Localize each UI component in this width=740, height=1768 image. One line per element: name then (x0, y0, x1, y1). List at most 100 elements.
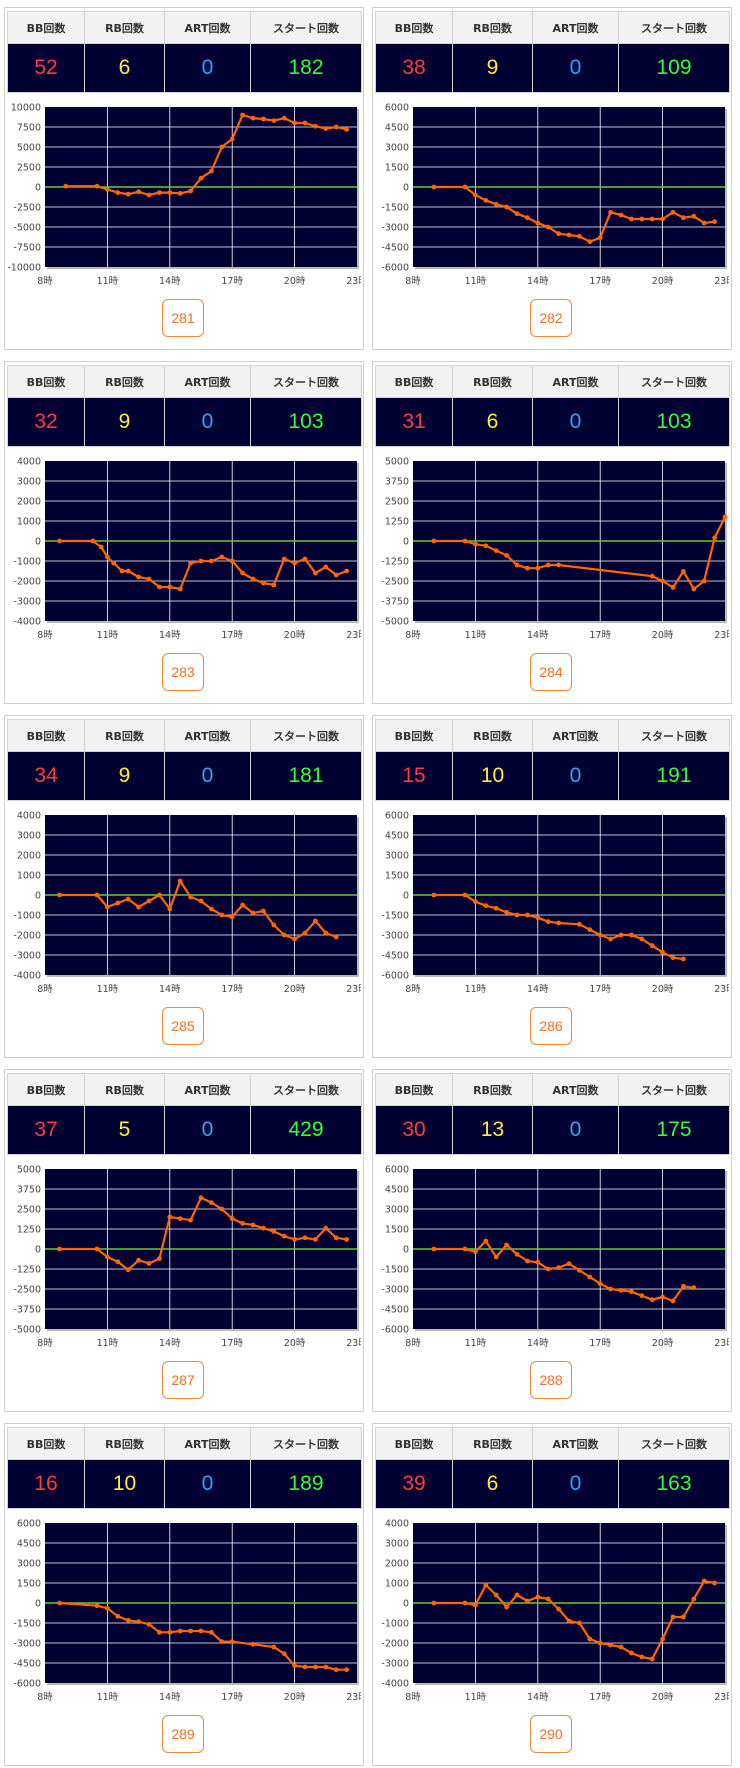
data-point (493, 905, 499, 911)
y-tick-label: -4500 (381, 1305, 409, 1316)
machine-card: BB回数 RB回数 ART回数 スタート回数 34 9 0 181 285 4000 3000 200… (4, 715, 364, 1058)
y-tick-label: 3750 (385, 477, 409, 488)
bb-count: 34 (7, 751, 85, 801)
data-point (556, 231, 561, 237)
data-point (649, 216, 655, 222)
data-point (292, 1663, 297, 1669)
data-point (229, 1639, 235, 1645)
data-point (198, 898, 204, 904)
y-tick-label: -5000 (13, 223, 41, 234)
data-point (431, 538, 437, 544)
data-point (504, 204, 509, 210)
data-point (525, 215, 530, 221)
data-point (333, 1235, 339, 1241)
data-point (639, 1654, 645, 1660)
machine-card: BB回数 RB回数 ART回数 スタート回数 30 13 0 175 288 6000 4500 30… (372, 1069, 732, 1412)
data-point (431, 1600, 437, 1606)
data-point (167, 1629, 173, 1635)
data-point (157, 190, 162, 195)
machine-number-button[interactable]: 282 (530, 299, 572, 337)
art-header: ART回数 (164, 1073, 251, 1106)
machine-number-button[interactable]: 287 (162, 1361, 204, 1399)
machine-number-button[interactable]: 289 (162, 1715, 204, 1753)
x-tick-label: 11時 (465, 630, 487, 641)
data-point (271, 582, 277, 588)
rb-count: 13 (452, 1105, 533, 1155)
y-tick-label: -2000 (13, 931, 41, 942)
data-point (209, 1200, 214, 1205)
data-point (105, 1605, 110, 1611)
x-tick-label: 17時 (221, 984, 243, 995)
data-point (333, 572, 339, 578)
art-count: 0 (532, 751, 619, 801)
art-header: ART回数 (164, 365, 251, 398)
data-point (63, 183, 69, 189)
x-tick-label: 23時 (714, 984, 729, 995)
data-point (146, 1261, 152, 1266)
start-count: 109 (618, 43, 730, 93)
data-point (701, 578, 707, 584)
machine-number-button[interactable]: 290 (530, 1715, 572, 1753)
machine-number-button[interactable]: 284 (530, 653, 572, 691)
rb-header: RB回数 (84, 365, 165, 398)
data-point (545, 1596, 551, 1602)
x-tick-label: 17時 (589, 1692, 611, 1703)
machine-number-button[interactable]: 288 (530, 1361, 572, 1399)
data-point (344, 568, 349, 574)
x-tick-label: 14時 (159, 984, 181, 995)
y-tick-label: -4000 (13, 971, 41, 982)
stats-table: BB回数 RB回数 ART回数 スタート回数 37 5 0 429 (7, 1073, 362, 1155)
data-point (125, 896, 131, 902)
y-tick-label: -2500 (13, 203, 41, 214)
y-tick-label: 5000 (17, 1165, 41, 1176)
x-tick-label: 17時 (589, 1338, 611, 1349)
x-tick-label: 11時 (465, 276, 487, 287)
bb-count: 52 (7, 43, 85, 93)
x-tick-label: 17時 (221, 1692, 243, 1703)
y-tick-label: 3000 (385, 1205, 409, 1216)
data-point (111, 560, 117, 566)
data-point (229, 1216, 235, 1221)
y-tick-label: 2500 (17, 163, 41, 174)
data-point (681, 1614, 686, 1620)
data-point (493, 548, 499, 553)
data-point (597, 235, 603, 241)
y-tick-label: 3000 (385, 1539, 409, 1550)
data-point (177, 1216, 183, 1221)
series-line (433, 893, 684, 961)
data-point (587, 1636, 593, 1642)
y-tick-label: 0 (35, 537, 41, 548)
y-tick-label: -4000 (381, 1679, 409, 1690)
data-point (240, 902, 246, 908)
art-header: ART回数 (532, 11, 619, 44)
series-line (59, 539, 347, 591)
machine-number-button[interactable]: 283 (162, 653, 204, 691)
bb-header: BB回数 (375, 719, 453, 752)
x-tick-label: 23時 (714, 630, 729, 641)
line-chart: 5000 3750 2500 1250 0 -1250 -2500 -3750 -5000 8時 1… (13, 1165, 361, 1350)
y-tick-label: 3000 (17, 1559, 41, 1570)
machine-number-button[interactable]: 285 (162, 1007, 204, 1045)
data-point (281, 1651, 287, 1657)
data-point (167, 584, 173, 590)
data-point (712, 1580, 717, 1586)
line-chart: 5000 3750 2500 1250 0 -1250 -2500 -3750 -5000 8時 1… (381, 457, 729, 642)
data-point (344, 1237, 349, 1242)
data-point (209, 168, 214, 174)
machine-number-button[interactable]: 281 (162, 299, 204, 337)
data-point (271, 118, 277, 123)
machine-card: BB回数 RB回数 ART回数 スタート回数 16 10 0 189 289 6000 4500 30… (4, 1423, 364, 1766)
data-point (281, 1233, 287, 1239)
start-header: スタート回数 (250, 11, 362, 44)
data-point (219, 1639, 225, 1645)
art-count: 0 (164, 1459, 251, 1509)
bb-header: BB回数 (7, 1427, 85, 1460)
start-header: スタート回数 (618, 365, 730, 398)
data-point (649, 943, 655, 949)
data-point (525, 1598, 530, 1604)
x-tick-label: 14時 (527, 984, 549, 995)
line-chart: 4000 3000 2000 1000 0 -1000 -2000 -3000 -4000 8時 1… (13, 457, 361, 642)
machine-number-button[interactable]: 286 (530, 1007, 572, 1045)
data-point (146, 576, 152, 582)
x-tick-label: 11時 (97, 1338, 119, 1349)
